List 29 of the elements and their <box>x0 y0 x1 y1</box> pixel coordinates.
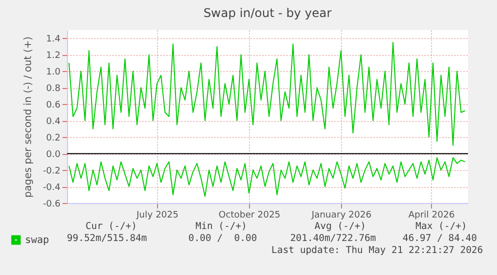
line-series <box>68 157 466 197</box>
chart-title: Swap in/out - by year <box>203 6 332 20</box>
y-tick-label: -0.2 <box>42 166 60 177</box>
text: Max (-/+) <box>416 221 467 232</box>
legend-label: swap <box>25 235 50 246</box>
text: 99.52m/515.84m <box>66 233 147 244</box>
text: Avg (-/+) <box>314 221 366 232</box>
y-tick-label: 0.6 <box>46 100 61 111</box>
x-tick-label: July 2025 <box>136 210 178 220</box>
y-tick-label: -0.6 <box>42 200 61 210</box>
y-tick-label: 1.2 <box>46 51 60 62</box>
y-tick-label: 0.4 <box>46 117 61 128</box>
y-axis-title: pages per second in (-) / out (+) <box>22 36 34 198</box>
y-tick-label: -0.4 <box>42 183 61 194</box>
x-tick-label: April 2026 <box>408 210 455 220</box>
text: Last update: Thu May 21 22:21:27 2026 <box>271 245 483 256</box>
text: 201.40m/722.76m <box>290 233 376 244</box>
x-tick-label: January 2026 <box>310 210 372 220</box>
text: Min (-/+) <box>196 221 247 232</box>
y-tick-label: 1.0 <box>46 68 61 78</box>
y-tick-label: 0.8 <box>46 84 61 94</box>
y-tick-label: 1.4 <box>46 34 61 45</box>
y-tick-label: 0.0 <box>46 150 61 160</box>
x-tick-label: October 2025 <box>218 210 280 220</box>
y-tick-label: 0.2 <box>46 134 60 144</box>
text: Cur (-/+) <box>86 221 137 232</box>
line-series <box>68 42 466 146</box>
text: 46.97 / 84.40 <box>402 233 477 244</box>
text: 0.00 / 0.00 <box>188 233 257 244</box>
